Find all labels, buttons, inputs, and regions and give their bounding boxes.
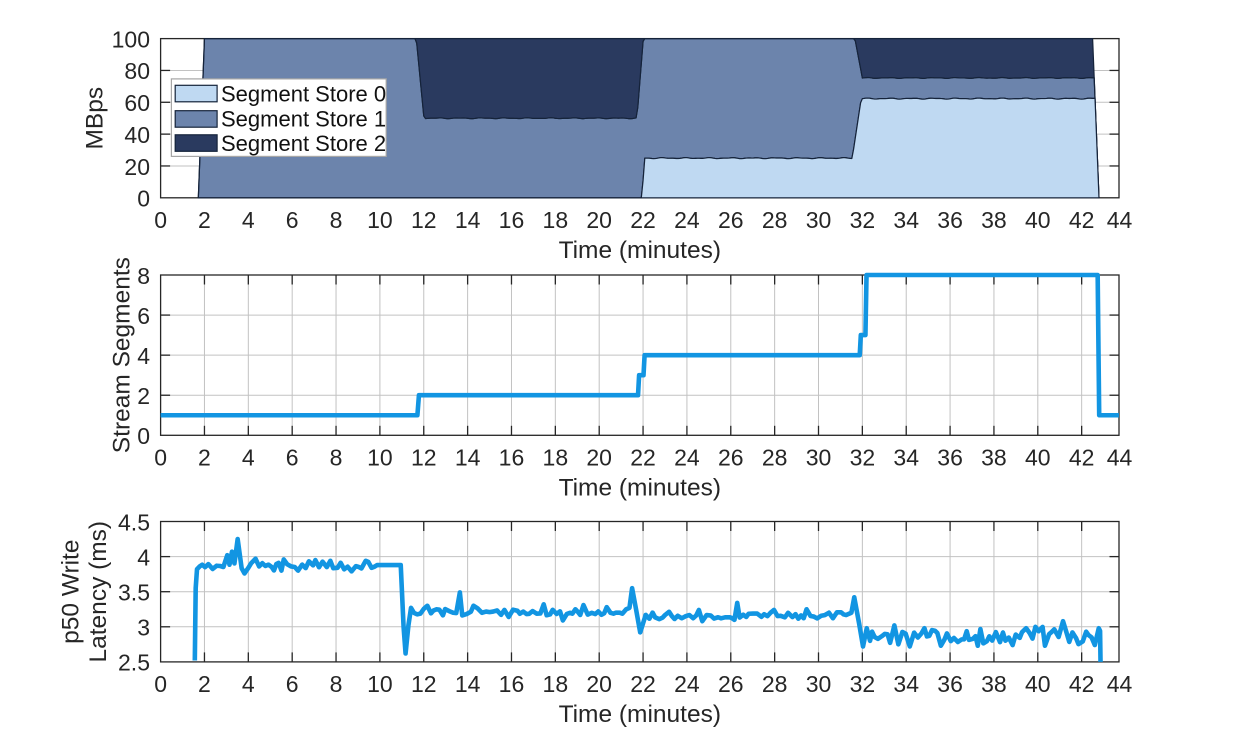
svg-text:40: 40 [1025,207,1051,233]
svg-text:14: 14 [455,207,481,233]
svg-text:28: 28 [762,671,788,697]
svg-text:8: 8 [330,445,343,471]
svg-text:40: 40 [1025,445,1051,471]
svg-text:3.5: 3.5 [118,580,150,606]
svg-text:Time (minutes): Time (minutes) [559,701,721,728]
svg-text:36: 36 [937,445,963,471]
svg-text:38: 38 [981,207,1007,233]
svg-text:36: 36 [937,207,963,233]
svg-text:4: 4 [242,445,255,471]
svg-text:36: 36 [937,671,963,697]
svg-text:10: 10 [367,207,393,233]
svg-text:Segment Store 1: Segment Store 1 [221,107,386,132]
svg-text:10: 10 [367,445,393,471]
svg-text:34: 34 [893,207,919,233]
svg-text:30: 30 [806,445,832,471]
svg-text:26: 26 [718,207,744,233]
svg-text:0: 0 [154,671,167,697]
svg-text:26: 26 [718,445,744,471]
svg-text:12: 12 [411,671,437,697]
svg-text:0: 0 [154,445,167,471]
svg-text:0: 0 [137,186,150,212]
svg-text:22: 22 [630,207,656,233]
svg-text:44: 44 [1107,207,1133,233]
svg-text:2.5: 2.5 [118,650,150,676]
svg-text:Segment Store 0: Segment Store 0 [221,81,386,106]
svg-text:2: 2 [198,207,211,233]
svg-text:32: 32 [850,445,876,471]
svg-text:24: 24 [674,445,700,471]
svg-text:6: 6 [286,207,299,233]
svg-text:2: 2 [198,445,211,471]
svg-text:10: 10 [367,671,393,697]
svg-text:18: 18 [543,445,569,471]
svg-text:34: 34 [893,671,919,697]
svg-text:18: 18 [543,671,569,697]
svg-text:28: 28 [762,207,788,233]
svg-text:Time (minutes): Time (minutes) [559,237,721,264]
svg-text:Stream Segments: Stream Segments [109,257,136,453]
svg-text:22: 22 [630,445,656,471]
svg-text:20: 20 [586,207,612,233]
svg-text:16: 16 [499,445,525,471]
svg-text:38: 38 [981,671,1007,697]
svg-text:22: 22 [630,671,656,697]
svg-text:Time (minutes): Time (minutes) [559,474,721,501]
svg-text:2: 2 [137,383,150,409]
svg-text:4: 4 [242,207,255,233]
svg-text:Latency (ms): Latency (ms) [85,521,112,663]
svg-text:MBps: MBps [82,87,109,150]
svg-text:20: 20 [586,445,612,471]
svg-text:16: 16 [499,207,525,233]
svg-text:20: 20 [586,671,612,697]
svg-text:24: 24 [674,671,700,697]
svg-text:2: 2 [198,671,211,697]
svg-text:30: 30 [806,671,832,697]
svg-text:8: 8 [330,671,343,697]
svg-text:6: 6 [137,303,150,329]
svg-text:12: 12 [411,207,437,233]
svg-text:100: 100 [112,26,150,52]
svg-text:14: 14 [455,445,481,471]
svg-text:42: 42 [1069,207,1095,233]
svg-text:26: 26 [718,671,744,697]
svg-text:8: 8 [137,263,150,289]
svg-text:32: 32 [850,671,876,697]
svg-text:6: 6 [286,445,299,471]
svg-text:12: 12 [411,445,437,471]
svg-text:18: 18 [543,207,569,233]
svg-text:0: 0 [137,423,150,449]
svg-text:42: 42 [1069,445,1095,471]
svg-text:34: 34 [893,445,919,471]
svg-text:38: 38 [981,445,1007,471]
svg-text:p50 Write: p50 Write [57,539,84,643]
svg-text:20: 20 [124,154,150,180]
svg-text:44: 44 [1107,671,1133,697]
svg-text:3: 3 [137,615,150,641]
svg-text:4: 4 [137,343,150,369]
svg-text:40: 40 [124,122,150,148]
svg-text:42: 42 [1069,671,1095,697]
svg-text:4: 4 [137,544,150,570]
svg-text:Segment Store 2: Segment Store 2 [221,131,386,156]
svg-text:80: 80 [124,58,150,84]
svg-text:14: 14 [455,671,481,697]
svg-text:28: 28 [762,445,788,471]
svg-text:32: 32 [850,207,876,233]
svg-text:24: 24 [674,207,700,233]
svg-text:0: 0 [154,207,167,233]
svg-text:44: 44 [1107,445,1133,471]
svg-text:8: 8 [330,207,343,233]
svg-text:16: 16 [499,671,525,697]
svg-text:40: 40 [1025,671,1051,697]
svg-text:6: 6 [286,671,299,697]
svg-text:30: 30 [806,207,832,233]
svg-text:60: 60 [124,90,150,116]
svg-text:4.5: 4.5 [118,509,150,535]
svg-text:4: 4 [242,671,255,697]
